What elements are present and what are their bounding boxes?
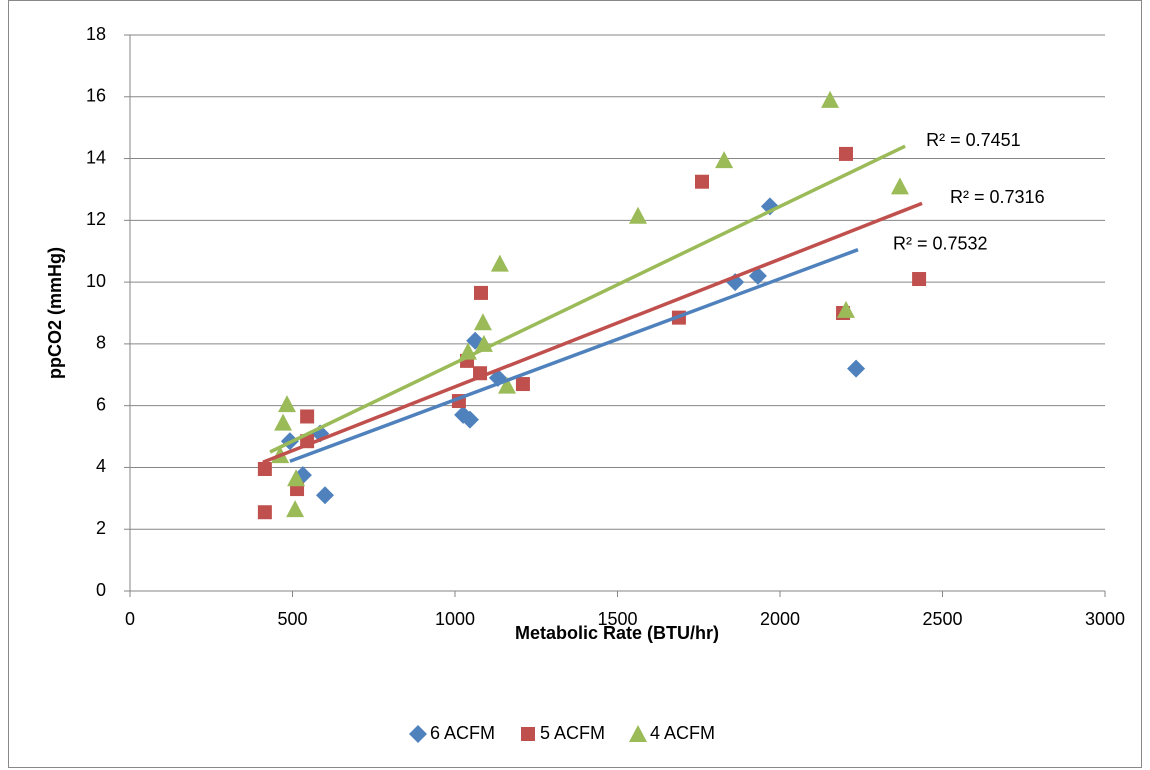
point <box>316 486 334 505</box>
point <box>912 272 927 287</box>
legend-label: 6 ACFM <box>430 723 495 743</box>
x-tick-label: 500 <box>277 609 307 629</box>
r-squared-label: R² = 0.7532 <box>893 233 988 253</box>
y-tick-label: 4 <box>96 456 106 476</box>
point <box>286 500 305 518</box>
point <box>695 174 709 189</box>
y-tick-label: 6 <box>96 394 106 414</box>
trendline <box>269 144 906 454</box>
legend-marker <box>629 725 647 742</box>
y-tick-label: 8 <box>96 333 106 353</box>
y-tick-label: 0 <box>96 580 106 600</box>
trendline <box>289 248 859 463</box>
trendline <box>262 201 923 464</box>
point <box>821 90 840 108</box>
point <box>257 461 272 476</box>
y-tick-label: 2 <box>96 518 106 538</box>
point <box>715 151 734 169</box>
point <box>300 409 315 424</box>
point <box>473 313 492 331</box>
y-tick-label: 14 <box>86 147 106 167</box>
legend-label: 4 ACFM <box>650 723 715 743</box>
point <box>277 395 296 413</box>
point <box>890 177 909 195</box>
y-tick-label: 10 <box>86 271 106 291</box>
y-tick-label: 16 <box>86 86 106 106</box>
y-tick-label: 18 <box>86 24 106 44</box>
point <box>498 376 516 394</box>
legend-label: 5 ACFM <box>540 723 605 743</box>
point <box>274 413 293 431</box>
point <box>287 469 306 487</box>
x-tick-label: 0 <box>125 609 135 629</box>
r-squared-label: R² = 0.7451 <box>926 130 1021 150</box>
point <box>460 410 479 429</box>
point <box>838 146 853 161</box>
x-tick-label: 2000 <box>760 609 800 629</box>
y-axis-title: ppCO2 (mmHg) <box>45 247 65 379</box>
r-squared-label: R² = 0.7316 <box>950 187 1045 207</box>
chart-border <box>8 0 1142 768</box>
point <box>257 505 272 520</box>
x-tick-label: 2500 <box>922 609 962 629</box>
point <box>628 206 647 224</box>
point <box>490 254 509 272</box>
point <box>847 359 866 378</box>
point <box>836 300 855 318</box>
legend-marker <box>521 727 535 741</box>
x-tick-label: 1500 <box>597 609 637 629</box>
point <box>474 285 488 300</box>
x-axis-title: Metabolic Rate (BTU/hr) <box>515 623 719 643</box>
y-tick-label: 12 <box>86 209 106 229</box>
legend-marker <box>409 725 427 743</box>
x-tick-label: 3000 <box>1085 609 1125 629</box>
x-tick-label: 1000 <box>435 609 475 629</box>
point <box>515 377 530 392</box>
